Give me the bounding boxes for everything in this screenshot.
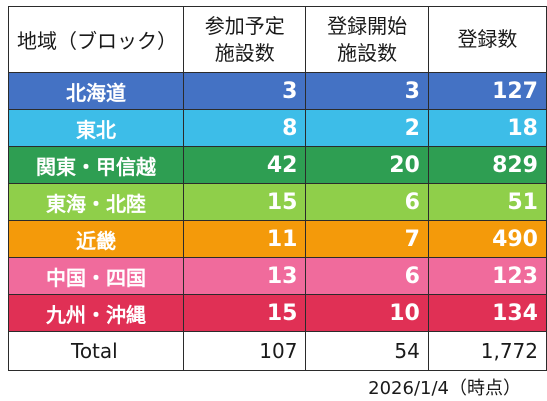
- registered-count: 51: [427, 183, 547, 221]
- table-row: 北海道 3 3 127: [8, 72, 547, 110]
- region-name: 中国・四国: [8, 257, 184, 295]
- total-started: 54: [305, 331, 429, 371]
- started-count: 20: [305, 146, 429, 184]
- planned-count: 8: [182, 109, 307, 147]
- region-name: 近畿: [8, 220, 184, 258]
- region-name: 東北: [8, 109, 184, 147]
- planned-count: 11: [182, 220, 307, 258]
- planned-count: 3: [182, 72, 307, 110]
- planned-count: 13: [182, 257, 307, 295]
- planned-count: 42: [182, 146, 307, 184]
- total-row: Total 107 54 1,772: [8, 331, 547, 371]
- header-region: 地域（ブロック）: [8, 6, 184, 73]
- total-registered: 1,772: [427, 331, 547, 371]
- planned-count: 15: [182, 294, 307, 332]
- table-row: 東海・北陸 15 6 51: [8, 183, 547, 221]
- header-row: 地域（ブロック） 参加予定 施設数 登録開始 施設数 登録数: [8, 6, 547, 73]
- registration-table: 地域（ブロック） 参加予定 施設数 登録開始 施設数 登録数 北海道 3 3 127…: [8, 6, 547, 371]
- planned-count: 15: [182, 183, 307, 221]
- region-name: 東海・北陸: [8, 183, 184, 221]
- region-name: 北海道: [8, 72, 184, 110]
- started-count: 2: [305, 109, 429, 147]
- region-name: 関東・甲信越: [8, 146, 184, 184]
- table-row: 中国・四国 13 6 123: [8, 257, 547, 295]
- started-count: 3: [305, 72, 429, 110]
- table-row: 関東・甲信越 42 20 829: [8, 146, 547, 184]
- table-row: 東北 8 2 18: [8, 109, 547, 147]
- table-row: 九州・沖縄 15 10 134: [8, 294, 547, 332]
- registered-count: 490: [427, 220, 547, 258]
- timestamp-note: 2026/1/4（時点）: [368, 378, 521, 399]
- total-planned: 107: [182, 331, 307, 371]
- registered-count: 829: [427, 146, 547, 184]
- started-count: 6: [305, 183, 429, 221]
- total-label: Total: [8, 331, 184, 371]
- registered-count: 127: [427, 72, 547, 110]
- header-started: 登録開始 施設数: [305, 6, 429, 73]
- table-row: 近畿 11 7 490: [8, 220, 547, 258]
- header-registered: 登録数: [427, 6, 547, 73]
- region-name: 九州・沖縄: [8, 294, 184, 332]
- started-count: 6: [305, 257, 429, 295]
- registered-count: 18: [427, 109, 547, 147]
- header-planned: 参加予定 施設数: [182, 6, 307, 73]
- started-count: 10: [305, 294, 429, 332]
- started-count: 7: [305, 220, 429, 258]
- registered-count: 123: [427, 257, 547, 295]
- registered-count: 134: [427, 294, 547, 332]
